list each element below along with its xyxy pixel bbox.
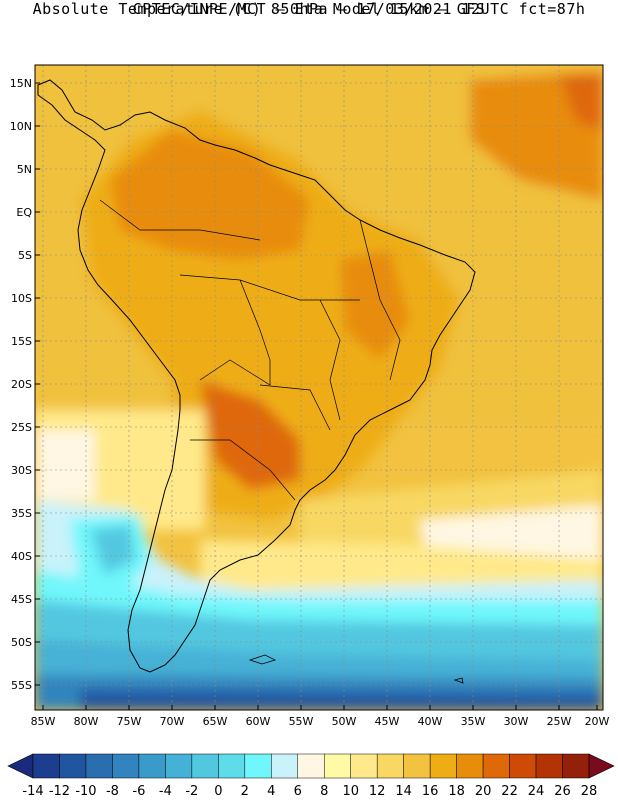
lon-label: 45W <box>375 715 400 728</box>
colorbar-label: -10 <box>75 784 96 799</box>
lat-label: 10N <box>10 120 32 133</box>
lat-label: 25S <box>11 421 32 434</box>
south-america-coastline <box>37 79 476 673</box>
lat-label: 40S <box>11 550 32 563</box>
colorbar-low-arrow <box>7 753 34 779</box>
colorbar-swatch <box>535 753 563 779</box>
colorbar-swatch <box>112 753 140 779</box>
lon-label: 80W <box>74 715 99 728</box>
lon-label: 50W <box>332 715 357 728</box>
map-frame <box>34 64 604 711</box>
lat-label: EQ <box>16 206 32 219</box>
longitude-labels: 85W 80W 75W 70W 65W 60W 55W 50W 45W 40W … <box>31 715 610 728</box>
lon-label: 25W <box>547 715 572 728</box>
colorbar-label: 28 <box>581 784 598 799</box>
colorbar-swatch <box>323 753 351 779</box>
colorbar-label: 24 <box>528 784 545 799</box>
lon-label: 70W <box>160 715 185 728</box>
colorbar-swatch <box>218 753 246 779</box>
colorbar-swatch <box>429 753 457 779</box>
colorbar-label: -12 <box>49 784 70 799</box>
colorbar-high-arrow <box>588 753 615 779</box>
lat-label: 5S <box>18 249 32 262</box>
lon-label: 75W <box>117 715 142 728</box>
colorbar-label: -8 <box>106 784 119 799</box>
colorbar-label: -14 <box>22 784 43 799</box>
lon-label: 30W <box>504 715 529 728</box>
colorbar-swatch <box>509 753 537 779</box>
lon-label: 85W <box>31 715 56 728</box>
lon-label: 60W <box>246 715 271 728</box>
colorbar-label: -4 <box>159 784 172 799</box>
lat-label: 5N <box>17 163 32 176</box>
colorbar-swatch <box>32 753 60 779</box>
colorbar-swatch <box>456 753 484 779</box>
colorbar-label: 12 <box>369 784 386 799</box>
colorbar-swatch <box>85 753 113 779</box>
country-borders <box>99 199 401 501</box>
title-line-1: CPTEC/INPE/MCT – Eta Model 15km – GFS <box>132 0 486 18</box>
colorbar-swatch <box>244 753 272 779</box>
colorbar-swatch <box>562 753 590 779</box>
lat-label: 35S <box>11 507 32 520</box>
colorbar-swatch <box>482 753 510 779</box>
temperature-field <box>35 65 603 710</box>
colorbar-swatch <box>138 753 166 779</box>
lon-label: 35W <box>461 715 486 728</box>
lat-label: 50S <box>11 636 32 649</box>
colorbar-swatch <box>297 753 325 779</box>
lat-label: 15N <box>10 77 32 90</box>
colorbar-label: -2 <box>185 784 198 799</box>
colorbar-swatch <box>59 753 87 779</box>
colorbar-swatch <box>271 753 299 779</box>
latitude-labels: 15N 10N 5N EQ 5S 10S 15S 20S 25S 30S 35S… <box>10 77 33 692</box>
lat-label: 20S <box>11 378 32 391</box>
colorbar-label: 0 <box>214 784 222 799</box>
lon-label: 55W <box>289 715 314 728</box>
lon-label: 40W <box>418 715 443 728</box>
colorbar: -14 -12 -10 -8 -6 -4 -2 0 2 4 6 8 10 12 … <box>7 753 615 799</box>
lat-label: 15S <box>11 335 32 348</box>
colorbar-label: 22 <box>501 784 518 799</box>
colorbar-label: 6 <box>294 784 302 799</box>
lat-label: 10S <box>11 292 32 305</box>
axis-ticks <box>35 82 598 710</box>
lon-label: 20W <box>585 715 610 728</box>
colorbar-label: 4 <box>267 784 275 799</box>
colorbar-label: 2 <box>241 784 249 799</box>
colorbar-label: -6 <box>132 784 145 799</box>
colorbar-label: 26 <box>554 784 571 799</box>
colorbar-swatch <box>350 753 378 779</box>
colorbar-label: 20 <box>475 784 492 799</box>
lat-label: 30S <box>11 464 32 477</box>
colorbar-label: 14 <box>395 784 412 799</box>
lon-label: 65W <box>203 715 228 728</box>
colorbar-label: 18 <box>448 784 465 799</box>
lat-label: 55S <box>11 679 32 692</box>
colorbar-label: 10 <box>342 784 359 799</box>
colorbar-label: 16 <box>422 784 439 799</box>
colorbar-swatch <box>165 753 193 779</box>
lat-label: 45S <box>11 593 32 606</box>
title-line-2: Absolute Temperature (C) 850hPa – 17/03/… <box>32 0 586 18</box>
colorbar-swatch <box>403 753 431 779</box>
colorbar-label: 8 <box>320 784 328 799</box>
colorbar-swatch <box>191 753 219 779</box>
colorbar-swatch <box>376 753 404 779</box>
